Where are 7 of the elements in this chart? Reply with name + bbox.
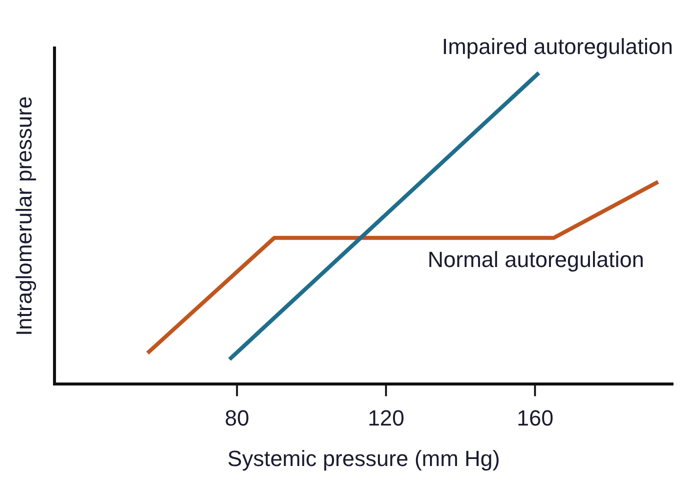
y-axis-title: Intraglomerular pressure — [11, 96, 36, 336]
series-label: Impaired autoregulation — [442, 34, 673, 59]
x-axis-title: Systemic pressure (mm Hg) — [227, 446, 500, 471]
x-tick-label: 120 — [368, 405, 404, 430]
x-tick-label: 80 — [224, 405, 250, 430]
series-label: Normal autoregulation — [428, 246, 644, 272]
x-tick-label: 160 — [516, 405, 554, 430]
